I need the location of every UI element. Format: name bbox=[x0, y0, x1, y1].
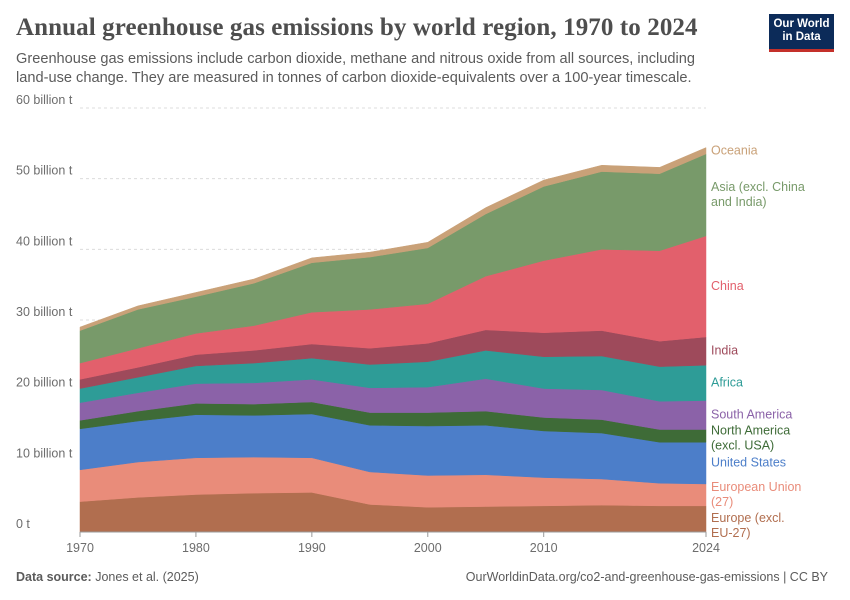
legend-label-china[interactable]: China bbox=[711, 279, 744, 293]
legend-label-line: Asia (excl. China bbox=[711, 180, 805, 194]
data-source-note: Data source: Jones et al. (2025) bbox=[16, 570, 199, 584]
data-source-label: Data source: bbox=[16, 570, 92, 584]
legend-label-asia-excl-china-and-india[interactable]: Asia (excl. China and India) bbox=[711, 180, 805, 209]
legend-label-india[interactable]: India bbox=[711, 344, 738, 358]
area-oceania[interactable] bbox=[79, 147, 707, 331]
legend-label-line: EU-27) bbox=[711, 526, 751, 540]
legend-label-line: European Union bbox=[711, 480, 801, 494]
chart-legend-labels: Oceania Asia (excl. China and India) China I… bbox=[711, 143, 805, 540]
legend-label-united-states[interactable]: United States bbox=[711, 456, 786, 470]
y-tick-label: 10 billion t bbox=[16, 446, 73, 460]
legend-label-line: Oceania bbox=[711, 143, 758, 157]
y-tick-label: 40 billion t bbox=[16, 234, 73, 248]
y-tick-label: 50 billion t bbox=[16, 164, 73, 178]
legend-label-line: Europe (excl. bbox=[711, 511, 785, 525]
logo-line-2: in Data bbox=[782, 31, 821, 43]
legend-label-south-america[interactable]: South America bbox=[711, 408, 792, 422]
legend-label-line: (excl. USA) bbox=[711, 439, 774, 453]
legend-label-line: Africa bbox=[711, 375, 743, 389]
x-tick-label: 1980 bbox=[182, 541, 210, 555]
legend-label-north-america-excl-usa[interactable]: North America (excl. USA) bbox=[711, 424, 790, 453]
y-tick-label: 20 billion t bbox=[16, 376, 73, 390]
legend-label-oceania[interactable]: Oceania bbox=[711, 143, 758, 157]
y-tick-label: 0 t bbox=[16, 517, 30, 531]
legend-label-line: North America bbox=[711, 424, 790, 438]
data-source-value[interactable]: Jones et al. (2025) bbox=[95, 570, 199, 584]
chart-title: Annual greenhouse gas emissions by world… bbox=[16, 14, 698, 41]
chart-y-axis: 0 t 10 billion t 20 billion t 30 billion t 4… bbox=[16, 93, 73, 531]
footer-link[interactable]: OurWorldinData.org/co2-and-greenhouse-ga… bbox=[465, 570, 828, 584]
y-tick-label: 30 billion t bbox=[16, 305, 73, 319]
legend-label-africa[interactable]: Africa bbox=[711, 375, 743, 389]
x-tick-label: 1970 bbox=[66, 541, 94, 555]
y-tick-label: 60 billion t bbox=[16, 93, 73, 107]
legend-label-line: and India) bbox=[711, 195, 767, 209]
logo-line-1: Our World bbox=[773, 18, 830, 30]
chart-x-axis: 1970 1980 1990 2000 2010 2024 bbox=[66, 531, 720, 555]
legend-label-european-union-27[interactable]: European Union (27) bbox=[711, 480, 801, 509]
legend-label-europe-excl-eu-27[interactable]: Europe (excl. EU-27) bbox=[711, 511, 785, 540]
x-tick-label: 2010 bbox=[530, 541, 558, 555]
x-tick-label: 2000 bbox=[414, 541, 442, 555]
legend-label-line: South America bbox=[711, 408, 792, 422]
x-tick-label: 1990 bbox=[298, 541, 326, 555]
legend-label-line: United States bbox=[711, 456, 786, 470]
legend-label-line: China bbox=[711, 279, 744, 293]
legend-label-line: India bbox=[711, 344, 738, 358]
owid-logo[interactable]: Our World in Data bbox=[769, 14, 834, 52]
chart-subtitle: Greenhouse gas emissions include carbon … bbox=[16, 51, 695, 86]
chart-areas bbox=[79, 147, 707, 533]
legend-label-line: (27) bbox=[711, 495, 733, 509]
x-tick-label: 2024 bbox=[692, 541, 720, 555]
